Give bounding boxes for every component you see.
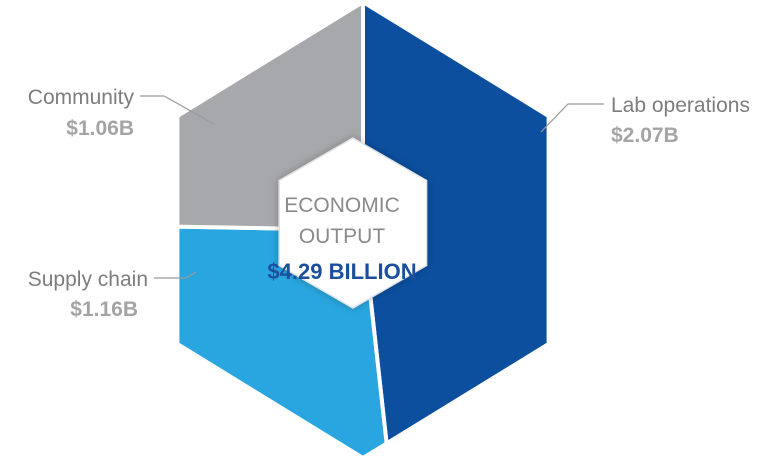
value-lab-operations: $2.07B [611,124,679,147]
leader-line-supply-chain [154,271,197,279]
label-community: Community [28,86,135,109]
center-total: $4.29 BILLION [267,259,416,284]
center-label-line-1: ECONOMIC [284,194,400,217]
label-supply-chain: Supply chain [28,268,148,291]
value-supply-chain: $1.16B [70,298,138,321]
leader-line-community [140,95,215,125]
center-hexagon [278,137,428,309]
value-community: $1.06B [66,117,134,140]
leader-line-lab-operations [540,103,604,133]
label-lab-operations: Lab operations [611,94,750,117]
center-label-line-2: OUTPUT [299,225,386,248]
